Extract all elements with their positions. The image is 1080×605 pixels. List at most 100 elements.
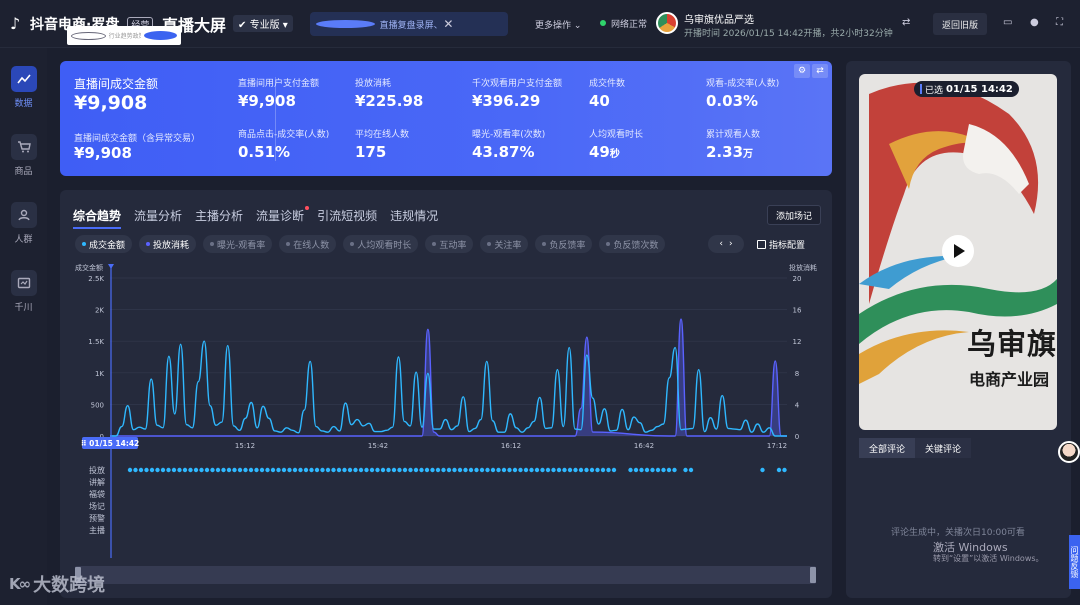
- people-icon: [10, 202, 37, 228]
- metric-chip-follow-rate[interactable]: 关注率: [480, 235, 529, 253]
- kpi-label: 平均在线人数: [355, 130, 410, 140]
- ads-icon: [10, 270, 37, 296]
- series-dot: [606, 242, 611, 246]
- edition-dropdown[interactable]: ✔ 专业版 ▾: [233, 15, 293, 32]
- chevron-left-icon[interactable]: ‹: [719, 239, 723, 249]
- trend-chart[interactable]: 成交金额投放消耗05001K1.5K2K2.5K04812162015:1215…: [60, 260, 832, 565]
- back-to-old-version-button[interactable]: 返回旧版: [933, 13, 987, 35]
- tab-overall-trend[interactable]: 综合趋势: [73, 209, 122, 229]
- caret-down-icon: ▾: [282, 20, 288, 31]
- play-button[interactable]: [942, 235, 974, 267]
- tab-traffic-analysis[interactable]: 流量分析: [134, 209, 183, 223]
- timeline-dot: [512, 467, 518, 473]
- switch-icon[interactable]: ⇄: [812, 64, 828, 78]
- timeline-dot: [479, 467, 485, 473]
- left-tick-label: 2.5K: [88, 275, 104, 283]
- metric-chip-gmv[interactable]: 成交金额: [75, 235, 133, 253]
- timeline-dot: [644, 467, 650, 473]
- add-record-button[interactable]: 添加场记: [767, 205, 821, 225]
- timeline-dot: [463, 467, 468, 473]
- right-tick-label: 16: [793, 307, 802, 315]
- timeline-dot: [265, 467, 270, 473]
- timeline-dot: [584, 467, 589, 473]
- tab-key-comments[interactable]: 关键评论: [915, 438, 972, 458]
- metric-chips: 成交金额 投放消耗 曝光-观看率 在线人数 人均观看时长 互动率 关注率 负反馈…: [75, 235, 666, 253]
- timeline-dot: [529, 467, 534, 473]
- watermark-text: 大数跨境: [33, 575, 106, 596]
- windows-activate-title: 激活 Windows: [933, 541, 1008, 554]
- sidebar-item-products[interactable]: 商品: [0, 134, 47, 177]
- metric-chip-exposure-view-rate[interactable]: 曝光-观看率: [203, 235, 273, 253]
- right-tick-label: 4: [795, 401, 800, 409]
- timeline-dot: [226, 467, 232, 473]
- close-notice-icon[interactable]: ✕: [443, 17, 454, 31]
- sidebar-item-data[interactable]: 数据: [0, 66, 47, 109]
- bell-icon[interactable]: ●: [1030, 17, 1039, 28]
- kpi-value: 175: [355, 143, 387, 161]
- sidebar-item-audience[interactable]: 人群: [0, 202, 47, 245]
- replay-video[interactable]: 已选 01/15 14:42 乌审旗 电商产业园: [859, 74, 1057, 430]
- selected-time: 01/15 14:42: [946, 83, 1013, 95]
- range-handle-left[interactable]: [75, 567, 81, 583]
- timeline-dot: [683, 467, 688, 473]
- timeline-dot: [688, 467, 694, 473]
- watermark-logo-icon: K∞: [9, 575, 31, 593]
- metric-chip-online-users[interactable]: 在线人数: [279, 235, 337, 253]
- metric-config-button[interactable]: 指标配置: [757, 235, 805, 253]
- kpi-label: 成交件数: [589, 79, 626, 89]
- monitor-icon[interactable]: ▭: [1003, 17, 1013, 28]
- time-range-scrollbar[interactable]: [75, 566, 816, 584]
- timeline-dot: [160, 467, 166, 473]
- timeline-dot: [402, 467, 408, 473]
- timeline-dot: [672, 467, 677, 473]
- assistant-avatar[interactable]: [1058, 441, 1080, 463]
- timeline-dot: [215, 467, 221, 473]
- timeline-dot: [391, 467, 397, 473]
- feedback-button[interactable]: 问题反馈: [1069, 535, 1080, 589]
- right-tick-label: 12: [793, 338, 802, 346]
- notice-text: 直播复盘录屏、评论数据仅保留14…: [379, 20, 439, 31]
- tab-short-videos[interactable]: 引流短视频: [317, 209, 378, 223]
- metric-chip-avg-watch-time[interactable]: 人均观看时长: [343, 235, 419, 253]
- timeline-dot: [314, 467, 320, 473]
- metric-chip-negative-feedback-rate[interactable]: 负反馈率: [535, 235, 593, 253]
- metric-chip-negative-feedback-count[interactable]: 负反馈次数: [599, 235, 666, 253]
- park-logo-title: 乌审旗: [967, 327, 1057, 361]
- settings-icon[interactable]: ⚙: [794, 64, 810, 78]
- timeline-dot: [331, 467, 336, 473]
- timeline-dot: [534, 467, 540, 473]
- kpi-value: 0.03%: [706, 92, 759, 110]
- tab-traffic-diagnosis[interactable]: 流量诊断: [256, 206, 310, 224]
- timeline-dot: [259, 467, 265, 473]
- metric-chip-interaction-rate[interactable]: 互动率: [425, 235, 474, 253]
- timeline-dot: [496, 467, 501, 473]
- tab-violations[interactable]: 违规情况: [390, 209, 439, 223]
- range-handle-right[interactable]: [810, 567, 816, 583]
- chevron-right-icon[interactable]: ›: [729, 239, 733, 249]
- tab-anchor-analysis[interactable]: 主播分析: [195, 209, 244, 223]
- fullscreen-icon[interactable]: ⛶: [1056, 17, 1063, 28]
- kpi-label: 千次观看用户支付金额: [472, 79, 563, 89]
- timeline-dot: [144, 467, 149, 473]
- industry-search-input[interactable]: 行业趋势政策解读、助力…: [67, 26, 181, 45]
- more-ops-dropdown[interactable]: 更多操作 ⌄: [535, 21, 582, 31]
- kpi-label: 直播间用户支付金额: [238, 79, 320, 89]
- kpi-value: 0.51%: [238, 143, 291, 161]
- kpi-label: 累计观看人数: [706, 130, 761, 140]
- sidebar-item-label: 人群: [14, 235, 33, 245]
- series-dot: [487, 242, 492, 246]
- sidebar-item-qianchuan[interactable]: 千川: [0, 270, 47, 313]
- timeline-dot: [468, 467, 474, 473]
- metric-chip-ad-spend[interactable]: 投放消耗: [139, 235, 197, 253]
- timeline-dot: [298, 467, 303, 473]
- search-icon: [71, 31, 106, 40]
- switch-icon[interactable]: ⇄: [902, 17, 911, 28]
- gmv-label: 直播间成交金额: [74, 77, 159, 91]
- timeline-dot: [661, 467, 666, 473]
- gmv-incl-abnormal-value: ¥9,908: [74, 144, 132, 162]
- edition-label: 专业版: [249, 20, 280, 31]
- timeline-dot: [127, 467, 133, 473]
- timeline-dot: [254, 467, 259, 473]
- ai-assistant-icon[interactable]: [144, 31, 178, 40]
- tab-all-comments[interactable]: 全部评论: [859, 438, 916, 458]
